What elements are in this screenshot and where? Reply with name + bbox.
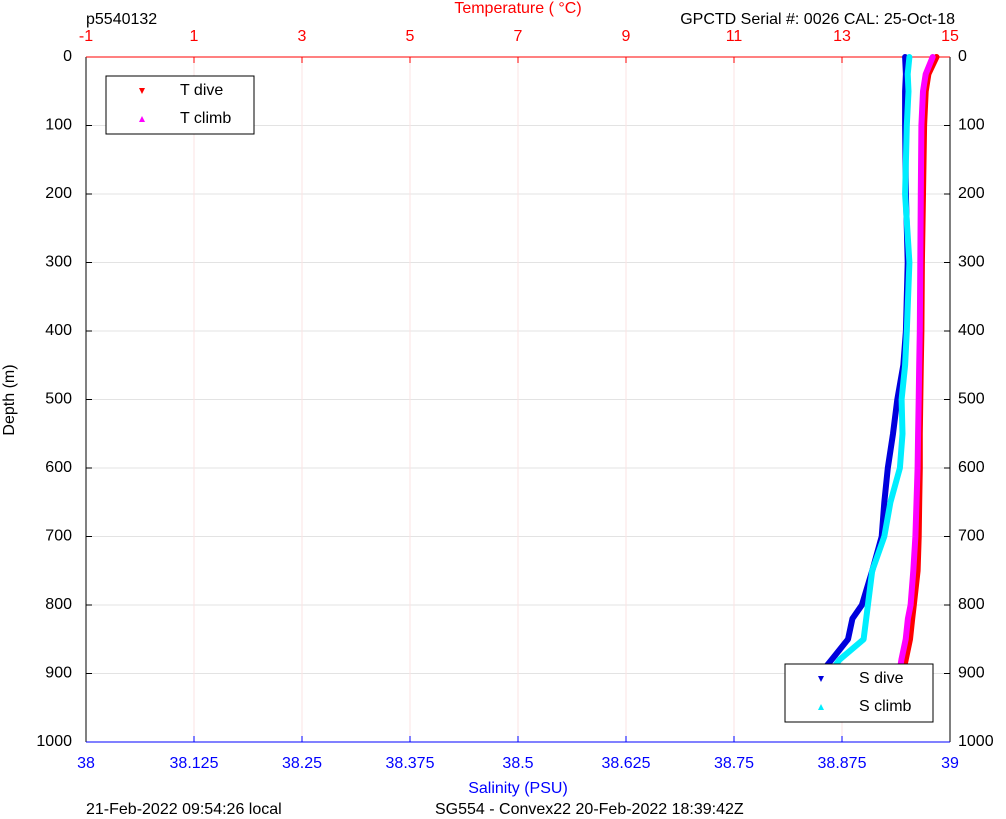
x2-tick-label: 5 bbox=[406, 28, 415, 45]
x2-tick-label: 7 bbox=[514, 28, 523, 45]
y2-tick-label: 700 bbox=[958, 528, 985, 545]
y2-tick-label: 200 bbox=[958, 185, 985, 202]
x-tick-label: 39 bbox=[941, 755, 959, 772]
x-axis-label: Salinity (PSU) bbox=[468, 780, 568, 797]
x-tick-label: 38.75 bbox=[714, 755, 754, 772]
legend-marker bbox=[139, 116, 145, 122]
y-tick-label: 900 bbox=[45, 665, 72, 682]
footer-right: SG554 - Convex22 20-Feb-2022 18:39:42Z bbox=[435, 801, 744, 818]
y2-tick-label: 100 bbox=[958, 117, 985, 134]
x2-tick-label: 3 bbox=[298, 28, 307, 45]
y-tick-label: 1000 bbox=[36, 733, 72, 750]
title-right: GPCTD Serial #: 0026 CAL: 25-Oct-18 bbox=[680, 11, 955, 28]
y-tick-label: 600 bbox=[45, 459, 72, 476]
legend-marker bbox=[818, 704, 824, 710]
y2-tick-label: 300 bbox=[958, 254, 985, 271]
legend-marker bbox=[818, 676, 824, 682]
profile-line bbox=[794, 54, 913, 711]
y-tick-label: 800 bbox=[45, 596, 72, 613]
y2-tick-label: 800 bbox=[958, 596, 985, 613]
legend-box bbox=[784, 663, 934, 723]
y2-tick-label: 0 bbox=[958, 48, 967, 65]
x-tick-label: 38.375 bbox=[386, 755, 435, 772]
y-axis-label: Depth (m) bbox=[1, 364, 18, 435]
y-tick-label: 200 bbox=[45, 185, 72, 202]
title-left: p5540132 bbox=[86, 11, 157, 28]
y-tick-label: 0 bbox=[63, 48, 72, 65]
y-tick-label: 400 bbox=[45, 322, 72, 339]
y2-tick-label: 900 bbox=[958, 665, 985, 682]
legend-label: T climb bbox=[180, 110, 231, 127]
x2-tick-label: 9 bbox=[622, 28, 631, 45]
x2-tick-label: 11 bbox=[726, 28, 743, 45]
legend-label: S dive bbox=[859, 670, 904, 687]
y-tick-label: 700 bbox=[45, 528, 72, 545]
x-tick-label: 38.875 bbox=[818, 755, 867, 772]
legend-marker bbox=[139, 88, 145, 94]
x-tick-label: 38 bbox=[77, 755, 95, 772]
x-tick-label: 38.625 bbox=[602, 755, 651, 772]
y2-tick-label: 1000 bbox=[958, 733, 994, 750]
y-tick-label: 300 bbox=[45, 254, 72, 271]
x2-tick-label: 1 bbox=[190, 28, 199, 45]
x-tick-label: 38.125 bbox=[170, 755, 219, 772]
x2-tick-label: 15 bbox=[941, 28, 959, 45]
x2-tick-label: 13 bbox=[833, 28, 851, 45]
y-tick-label: 500 bbox=[45, 391, 72, 408]
y2-tick-label: 500 bbox=[958, 391, 985, 408]
y2-tick-label: 400 bbox=[958, 322, 985, 339]
legend-label: S climb bbox=[859, 698, 912, 715]
x-tick-label: 38.25 bbox=[282, 755, 322, 772]
x-tick-label: 38.5 bbox=[502, 755, 533, 772]
y2-tick-label: 600 bbox=[958, 459, 985, 476]
profile-line bbox=[888, 54, 936, 711]
legend-box bbox=[105, 75, 255, 135]
y-tick-label: 100 bbox=[45, 117, 72, 134]
x2-tick-label: -1 bbox=[79, 28, 93, 45]
x2-axis-label: Temperature ( °C) bbox=[454, 0, 581, 17]
footer-left: 21-Feb-2022 09:54:26 local bbox=[86, 801, 282, 818]
legend-label: T dive bbox=[180, 82, 223, 99]
